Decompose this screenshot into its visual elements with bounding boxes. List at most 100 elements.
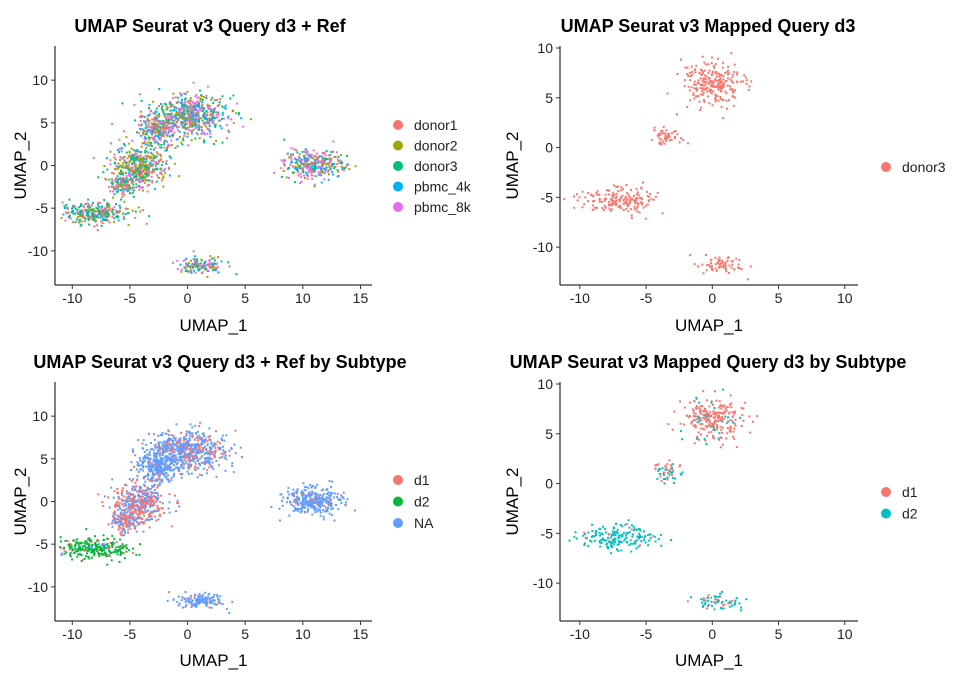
point xyxy=(187,106,190,109)
point xyxy=(96,224,99,227)
point xyxy=(103,545,106,548)
point xyxy=(700,106,703,109)
point xyxy=(151,518,153,521)
point xyxy=(143,514,146,517)
point xyxy=(162,446,165,449)
point xyxy=(718,411,721,414)
point xyxy=(218,456,221,459)
point xyxy=(714,79,717,81)
point xyxy=(732,104,735,107)
point xyxy=(307,504,310,507)
point xyxy=(171,123,174,126)
point xyxy=(90,209,92,212)
point xyxy=(98,205,100,208)
point xyxy=(615,185,618,188)
point xyxy=(169,101,172,103)
point xyxy=(718,438,721,441)
point xyxy=(104,547,106,550)
point xyxy=(168,458,171,461)
point xyxy=(122,177,125,180)
point xyxy=(193,595,196,597)
point xyxy=(185,441,187,444)
point xyxy=(147,468,150,471)
point xyxy=(140,151,143,153)
point xyxy=(215,475,218,478)
point xyxy=(596,190,599,193)
point xyxy=(142,522,145,525)
point xyxy=(718,256,721,259)
point xyxy=(96,214,99,217)
point xyxy=(99,549,102,552)
point xyxy=(115,184,118,187)
legend-item: d2 xyxy=(393,494,430,510)
point xyxy=(160,460,163,463)
point xyxy=(298,508,300,510)
point xyxy=(107,204,110,207)
point xyxy=(707,77,710,80)
point xyxy=(189,266,192,269)
point xyxy=(302,155,305,157)
point xyxy=(328,494,331,497)
point xyxy=(160,480,163,483)
point xyxy=(179,109,182,112)
point xyxy=(149,125,152,128)
point xyxy=(114,158,117,161)
point xyxy=(203,601,206,604)
point xyxy=(102,552,105,555)
point xyxy=(69,553,72,556)
point xyxy=(181,143,184,146)
point xyxy=(119,523,122,526)
point xyxy=(186,111,189,114)
point xyxy=(112,172,115,175)
point xyxy=(136,131,138,134)
point xyxy=(180,431,183,434)
point xyxy=(192,125,195,128)
point xyxy=(733,63,736,66)
point xyxy=(706,419,709,422)
point xyxy=(627,204,630,207)
point xyxy=(197,439,199,442)
point xyxy=(168,113,171,115)
point xyxy=(151,130,154,133)
point xyxy=(315,501,318,504)
point xyxy=(206,440,209,443)
point xyxy=(137,508,140,511)
point xyxy=(169,444,172,447)
point xyxy=(120,520,123,523)
point xyxy=(724,90,727,93)
point xyxy=(131,515,134,518)
point xyxy=(108,551,111,554)
point xyxy=(301,150,304,153)
point xyxy=(145,160,148,163)
point xyxy=(150,175,153,178)
point xyxy=(120,534,123,536)
point xyxy=(150,141,153,144)
point xyxy=(149,129,152,132)
point xyxy=(157,484,160,487)
point xyxy=(146,144,149,147)
point xyxy=(127,528,130,531)
point xyxy=(281,504,284,507)
point xyxy=(147,119,150,122)
point xyxy=(722,82,725,85)
point xyxy=(142,176,145,178)
point xyxy=(121,184,124,187)
point xyxy=(210,442,213,445)
point xyxy=(278,507,281,510)
point xyxy=(158,88,161,90)
point xyxy=(667,423,670,426)
point xyxy=(316,161,318,164)
point xyxy=(121,192,124,195)
point xyxy=(730,402,733,405)
point xyxy=(193,269,196,272)
point xyxy=(115,209,118,212)
point xyxy=(206,132,209,135)
point xyxy=(87,198,90,201)
point xyxy=(138,175,141,178)
point xyxy=(190,606,193,608)
point xyxy=(155,478,158,481)
point xyxy=(84,203,87,206)
point xyxy=(77,542,80,545)
point xyxy=(337,498,340,501)
point xyxy=(718,266,720,269)
